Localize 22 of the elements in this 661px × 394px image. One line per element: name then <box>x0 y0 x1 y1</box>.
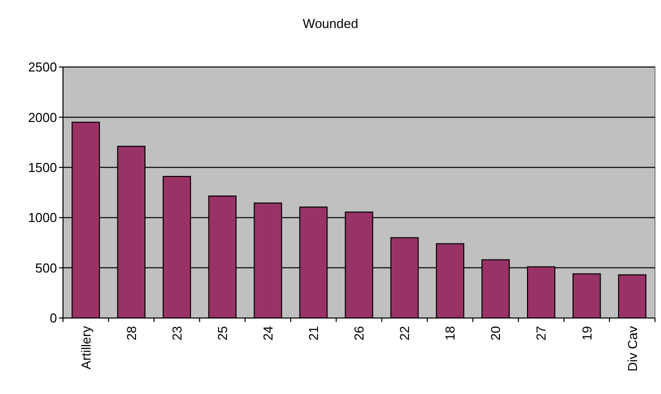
x-tick-label: 27 <box>534 326 549 340</box>
y-tick-label: 1000 <box>28 210 57 226</box>
x-tick-label: 21 <box>306 326 322 340</box>
chart-title: Wounded <box>302 16 358 31</box>
x-tick-label: 26 <box>352 326 367 340</box>
x-tick-label: 23 <box>169 326 184 340</box>
x-tick-label: 25 <box>214 326 230 340</box>
y-tick-label: 2000 <box>28 110 57 125</box>
x-tick-label: Artillery <box>78 326 94 370</box>
x-tick-label: 22 <box>397 326 412 340</box>
bar <box>618 274 646 318</box>
y-tick-label: 1500 <box>28 160 57 175</box>
y-tick-label: 0 <box>50 310 57 326</box>
x-tick-label: 18 <box>442 326 458 340</box>
x-tick-label: 20 <box>488 326 504 340</box>
x-tick-label: 19 <box>579 326 594 340</box>
x-tick-label: 24 <box>260 326 276 340</box>
y-tick-label: 500 <box>35 260 57 276</box>
y-tick-label: 2500 <box>28 60 57 75</box>
x-tick-label: 28 <box>124 326 139 340</box>
x-tick-label: Div Cav <box>624 326 640 372</box>
bar <box>572 273 601 318</box>
